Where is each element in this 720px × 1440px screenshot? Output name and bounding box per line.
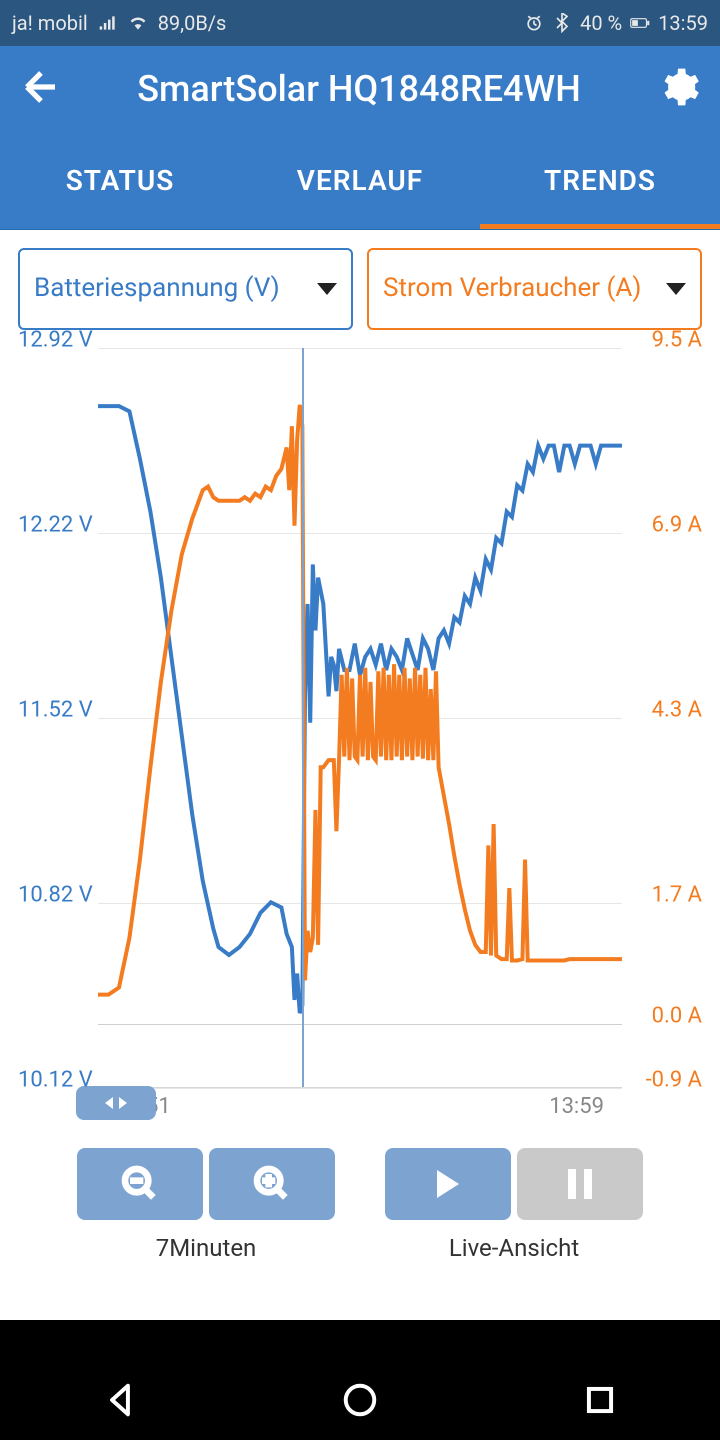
chart-area: 12.92 V12.22 V11.52 V10.82 V10.12 V 9.5 …	[0, 340, 720, 1124]
chart-controls: 7Minuten Live-Ansicht	[0, 1124, 720, 1270]
chevron-down-icon	[317, 283, 337, 295]
chevron-right-icon	[119, 1097, 127, 1109]
nav-back-icon[interactable]	[101, 1381, 139, 1419]
data-rate-label: 89,0B/s	[158, 11, 227, 35]
zoom-in-button[interactable]	[209, 1148, 335, 1220]
zoom-out-button[interactable]	[77, 1148, 203, 1220]
app-bar: SmartSolar HQ1848RE4WH	[0, 46, 720, 132]
y-left-tick: 12.22 V	[18, 513, 93, 538]
y-right-tick: 6.9 A	[652, 513, 702, 538]
dropdown-right-series[interactable]: Strom Verbraucher (A)	[367, 248, 702, 330]
alarm-icon	[524, 13, 544, 33]
nav-home-icon[interactable]	[341, 1381, 379, 1419]
pause-button[interactable]	[517, 1148, 643, 1220]
chevron-down-icon	[666, 283, 686, 295]
y-right-tick: 9.5 A	[652, 328, 702, 353]
clock-label: 13:59	[658, 11, 708, 35]
dropdown-left-label: Batteriespannung (V)	[34, 273, 280, 304]
dropdown-left-series[interactable]: Batteriespannung (V)	[18, 248, 353, 330]
y-right-tick: 4.3 A	[652, 698, 702, 723]
tab-verlauf[interactable]: VERLAUF	[240, 132, 480, 229]
y-left-tick: 10.12 V	[18, 1068, 93, 1093]
chevron-left-icon	[105, 1097, 113, 1109]
tab-status[interactable]: STATUS	[0, 132, 240, 229]
y-right-tick: 1.7 A	[652, 883, 702, 908]
bluetooth-icon	[552, 13, 572, 33]
y-left-tick: 10.82 V	[18, 883, 93, 908]
wifi-icon	[128, 13, 148, 33]
x-tick-max: 13:59	[549, 1094, 604, 1119]
play-button[interactable]	[385, 1148, 511, 1220]
live-view-label: Live-Ansicht	[368, 1234, 660, 1262]
android-statusbar: ja! mobil 89,0B/s 40 % 13:59	[0, 0, 720, 46]
pause-icon	[568, 1169, 592, 1199]
chart-plot[interactable]	[98, 348, 622, 1088]
dropdown-right-label: Strom Verbraucher (A)	[383, 273, 641, 304]
page-title: SmartSolar HQ1848RE4WH	[80, 68, 638, 110]
series-selectors: Batteriespannung (V) Strom Verbraucher (…	[0, 230, 720, 340]
tab-trends[interactable]: TRENDS	[480, 132, 720, 229]
y-right-tick: -0.9 A	[646, 1068, 702, 1093]
signal-icon	[98, 13, 118, 33]
black-letterbox	[0, 1320, 720, 1360]
android-navbar	[0, 1360, 720, 1440]
x-axis: 13:51 13:59	[116, 1094, 604, 1124]
y-left-tick: 12.92 V	[18, 328, 93, 353]
y-right-tick: 0.0 A	[652, 1003, 702, 1028]
y-left-tick: 11.52 V	[18, 698, 93, 723]
tab-bar: STATUS VERLAUF TRENDS	[0, 132, 720, 230]
battery-pct-label: 40 %	[580, 11, 622, 35]
nav-recent-icon[interactable]	[581, 1381, 619, 1419]
back-button[interactable]	[20, 66, 62, 112]
play-icon	[437, 1170, 459, 1198]
battery-icon	[630, 13, 650, 33]
settings-button[interactable]	[656, 65, 700, 113]
carrier-label: ja! mobil	[12, 11, 88, 35]
chart-lines	[98, 348, 622, 1087]
zoom-range-label: 7Minuten	[60, 1234, 352, 1262]
